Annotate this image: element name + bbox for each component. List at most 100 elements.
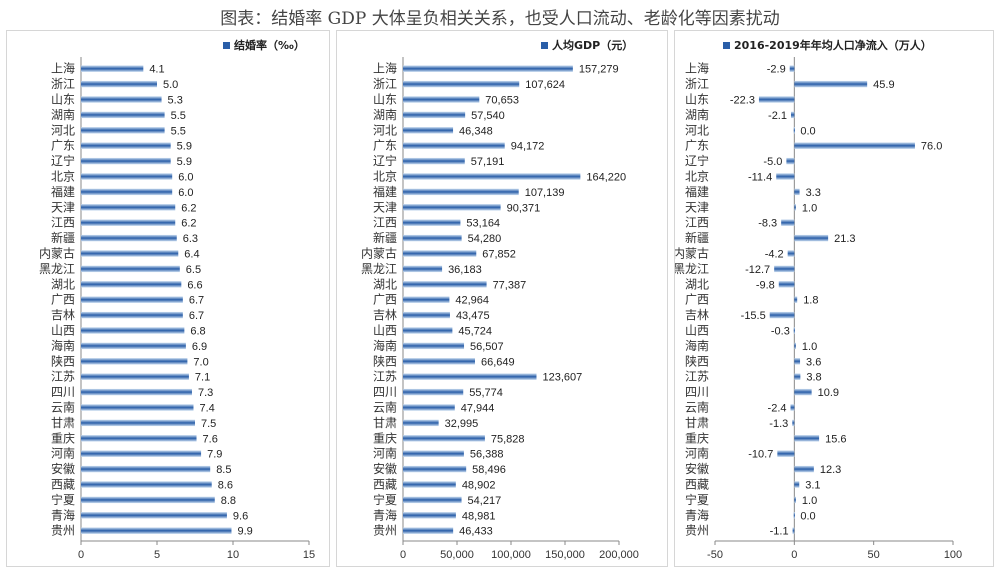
inflow-bar bbox=[794, 80, 868, 88]
marriage-category-label: 四川 bbox=[51, 385, 75, 399]
marriage-category-label: 北京 bbox=[51, 170, 75, 184]
gdp-bar bbox=[403, 142, 505, 149]
gdp-category-label: 浙江 bbox=[373, 77, 397, 91]
marriage-bar bbox=[81, 219, 176, 226]
inflow-category-label: 贵州 bbox=[685, 524, 709, 538]
gdp-value-label: 57,540 bbox=[471, 110, 505, 122]
marriage-bar bbox=[81, 204, 176, 211]
gdp-value-label: 56,507 bbox=[470, 341, 504, 353]
inflow-category-label: 湖北 bbox=[685, 276, 709, 291]
gdp-bar bbox=[403, 234, 462, 242]
marriage-bar bbox=[81, 435, 197, 442]
inflow-bar bbox=[792, 419, 795, 427]
gdp-category-label: 新疆 bbox=[373, 230, 397, 245]
inflow-category-label: 北京 bbox=[685, 170, 709, 184]
marriage-value-label: 6.6 bbox=[187, 279, 202, 291]
inflow-category-label: 陕西 bbox=[685, 353, 709, 368]
gdp-bar bbox=[403, 281, 487, 288]
inflow-category-label: 山西 bbox=[685, 324, 709, 338]
gdp-value-label: 47,944 bbox=[461, 403, 495, 415]
inflow-bar bbox=[794, 296, 798, 303]
inflow-bar bbox=[793, 127, 795, 134]
gdp-bar bbox=[403, 388, 464, 396]
gdp-bar bbox=[403, 358, 475, 365]
inflow-value-label: 3.8 bbox=[806, 372, 821, 384]
gdp-bar bbox=[403, 96, 480, 103]
marriage-tick-label: 10 bbox=[227, 549, 239, 561]
gdp-category-label: 贵州 bbox=[373, 524, 397, 538]
inflow-bar bbox=[786, 157, 795, 165]
marriage-bar bbox=[81, 157, 171, 165]
gdp-category-label: 湖南 bbox=[373, 107, 397, 122]
gdp-category-label: 安徽 bbox=[373, 461, 397, 476]
gdp-bar bbox=[403, 450, 464, 457]
figure-title: 图表：结婚率 GDP 大体呈负相关关系，也受人口流动、老龄化等因素扰动 bbox=[220, 9, 780, 29]
gdp-category-label: 云南 bbox=[373, 400, 397, 415]
inflow-legend-swatch bbox=[723, 42, 730, 49]
gdp-bar bbox=[403, 204, 501, 211]
inflow-bar bbox=[774, 265, 795, 273]
inflow-bar bbox=[758, 96, 795, 103]
inflow-bar bbox=[791, 111, 795, 119]
marriage-value-label: 7.4 bbox=[199, 403, 214, 415]
gdp-value-label: 45,724 bbox=[458, 326, 492, 338]
gdp-value-label: 123,607 bbox=[542, 372, 582, 384]
gdp-bar bbox=[403, 250, 477, 257]
inflow-bar bbox=[790, 404, 795, 411]
gdp-value-label: 67,852 bbox=[482, 249, 516, 261]
inflow-value-label: -9.8 bbox=[756, 279, 775, 291]
marriage-rate-chart: 结婚率（‰） 0 5 10 15 上海 4.1 浙江 5.0 山东 5.3 湖南 5.5 河北 5.5 广东 5… bbox=[39, 38, 315, 561]
gdp-value-label: 48,981 bbox=[462, 510, 496, 522]
marriage-category-label: 河北 bbox=[51, 123, 75, 137]
marriage-category-label: 江西 bbox=[51, 216, 75, 230]
gdp-legend-swatch bbox=[541, 42, 548, 49]
gdp-bar bbox=[403, 419, 439, 427]
inflow-category-label: 江西 bbox=[685, 216, 709, 230]
inflow-bar bbox=[794, 435, 820, 442]
marriage-bar bbox=[81, 496, 215, 504]
gdp-category-label: 山东 bbox=[373, 93, 397, 107]
gdp-value-label: 164,220 bbox=[586, 172, 626, 184]
inflow-tick-label: 0 bbox=[791, 549, 797, 561]
inflow-bar bbox=[794, 188, 800, 196]
inflow-value-label: 1.0 bbox=[802, 341, 817, 353]
inflow-value-label: 1.0 bbox=[802, 202, 817, 214]
gdp-value-label: 42,964 bbox=[455, 295, 489, 307]
marriage-category-label: 上海 bbox=[51, 61, 75, 76]
marriage-value-label: 6.7 bbox=[189, 310, 204, 322]
marriage-category-label: 重庆 bbox=[51, 431, 75, 445]
marriage-rate-panel: 结婚率（‰） 0 5 10 15 上海 4.1 浙江 5.0 山东 5.3 湖南 5.5 河北 5.5 广东 5… bbox=[6, 30, 330, 567]
inflow-value-label: -2.4 bbox=[768, 403, 787, 415]
inflow-value-label: -15.5 bbox=[741, 310, 766, 322]
gdp-category-label: 海南 bbox=[373, 338, 397, 353]
marriage-category-label: 黑龙江 bbox=[39, 262, 75, 276]
marriage-value-label: 9.6 bbox=[233, 510, 248, 522]
gdp-bar bbox=[403, 311, 450, 319]
gdp-value-label: 66,649 bbox=[481, 356, 515, 368]
gdp-value-label: 107,139 bbox=[525, 187, 565, 199]
inflow-bar bbox=[794, 496, 796, 504]
gdp-value-label: 58,496 bbox=[472, 464, 506, 476]
gdp-bar bbox=[403, 173, 581, 180]
marriage-value-label: 8.5 bbox=[216, 464, 231, 476]
marriage-value-label: 7.9 bbox=[207, 449, 222, 461]
inflow-value-label: -5.0 bbox=[763, 156, 782, 168]
gdp-category-label: 北京 bbox=[373, 170, 397, 184]
gdp-bar bbox=[403, 111, 466, 119]
marriage-bar bbox=[81, 342, 186, 350]
marriage-bar bbox=[81, 481, 212, 488]
gdp-category-label: 福建 bbox=[373, 184, 397, 199]
inflow-tick-label: 50 bbox=[868, 549, 880, 561]
gdp-per-capita-panel: 人均GDP（元） 0 50,000 100,000 150,000 200,000 上海 15… bbox=[336, 30, 668, 567]
gdp-value-label: 55,774 bbox=[469, 387, 503, 399]
inflow-bar bbox=[794, 234, 829, 242]
marriage-tick-label: 5 bbox=[154, 549, 160, 561]
inflow-value-label: 45.9 bbox=[873, 79, 894, 91]
marriage-bar bbox=[81, 296, 183, 303]
gdp-bar bbox=[403, 296, 450, 303]
inflow-category-label: 河北 bbox=[685, 123, 709, 137]
inflow-category-label: 安徽 bbox=[685, 461, 709, 476]
marriage-value-label: 5.9 bbox=[177, 156, 192, 168]
inflow-value-label: 15.6 bbox=[825, 433, 846, 445]
marriage-value-label: 5.0 bbox=[163, 79, 178, 91]
